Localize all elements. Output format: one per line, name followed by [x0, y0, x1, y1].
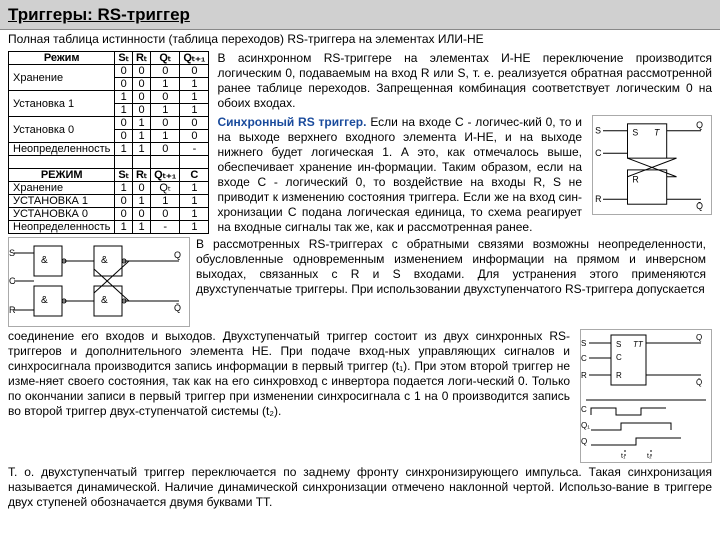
truth-tables: Режим Sₜ Rₜ Qₜ Qₜ₊₁ Хранение 0000 0011 У…: [8, 51, 209, 235]
svg-text:Q: Q: [696, 333, 702, 342]
th-qt: Qₜ: [151, 52, 180, 65]
svg-text:TT: TT: [633, 340, 644, 349]
svg-text:C: C: [581, 405, 587, 414]
svg-text:R: R: [595, 194, 601, 204]
th2-mode: РЕЖИМ: [9, 169, 115, 182]
circuit-diagram-2: & & & & S C R Q Q̄: [8, 237, 190, 327]
svg-text:Q: Q: [581, 437, 587, 446]
svg-text:R: R: [616, 371, 622, 380]
th-rt: Rₜ: [132, 52, 150, 65]
svg-text:&: &: [101, 255, 108, 266]
svg-text:S: S: [632, 128, 638, 138]
th-mode: Режим: [9, 52, 115, 65]
mode-set1: Установка 1: [9, 91, 115, 117]
svg-text:R: R: [581, 371, 587, 380]
svg-text:C: C: [9, 276, 16, 286]
svg-text:Q̄: Q̄: [696, 201, 703, 211]
para-conclusion: Т. о. двухступенчатый триггер переключае…: [8, 465, 712, 510]
svg-text:R: R: [9, 305, 16, 315]
th-st: Sₜ: [115, 52, 133, 65]
page-title: Триггеры: RS-триггер: [0, 0, 720, 30]
mode-undef: Неопределенность: [9, 143, 115, 156]
svg-text:S: S: [9, 248, 15, 258]
async-para: В асинхронном RS-триггере на элементах И…: [217, 51, 712, 111]
para-twostage: соединение его входов и выходов. Двухсту…: [8, 329, 576, 463]
svg-text:C: C: [616, 353, 622, 362]
svg-text:&: &: [101, 295, 108, 306]
sync-para: Синхронный RS триггер. Если на входе С -…: [217, 115, 588, 235]
svg-text:&: &: [41, 295, 48, 306]
mode-store: Хранение: [9, 65, 115, 91]
svg-text:Q: Q: [174, 250, 181, 260]
svg-text:R: R: [632, 175, 638, 185]
svg-text:S: S: [581, 339, 586, 348]
mode-set0: Установка 0: [9, 117, 115, 143]
svg-text:Q₁: Q₁: [581, 421, 590, 430]
svg-text:C: C: [595, 148, 602, 158]
svg-text:t₁: t₁: [621, 453, 626, 460]
para-feedback: В рассмотренных RS-триггерах с обратными…: [196, 237, 712, 327]
svg-text:T: T: [654, 128, 660, 138]
svg-text:&: &: [41, 255, 48, 266]
svg-text:S: S: [616, 340, 621, 349]
svg-text:Q̄: Q̄: [174, 303, 181, 313]
svg-text:Q: Q: [696, 120, 703, 130]
th-qt1: Qₜ₊₁: [180, 52, 209, 65]
subtitle: Полная таблица истинности (таблица перех…: [0, 30, 720, 51]
circuit-diagram-1: S T R S C R Q Q̄: [592, 115, 712, 215]
circuit-diagram-3: STT CR S C R Q Q̄ C Q₁ Q t₁ t₂: [580, 329, 712, 463]
svg-text:C: C: [581, 354, 587, 363]
svg-text:t₂: t₂: [647, 453, 652, 460]
svg-text:Q̄: Q̄: [696, 378, 702, 387]
svg-text:S: S: [595, 126, 601, 136]
table-1: Режим Sₜ Rₜ Qₜ Qₜ₊₁ Хранение 0000 0011 У…: [8, 51, 209, 234]
